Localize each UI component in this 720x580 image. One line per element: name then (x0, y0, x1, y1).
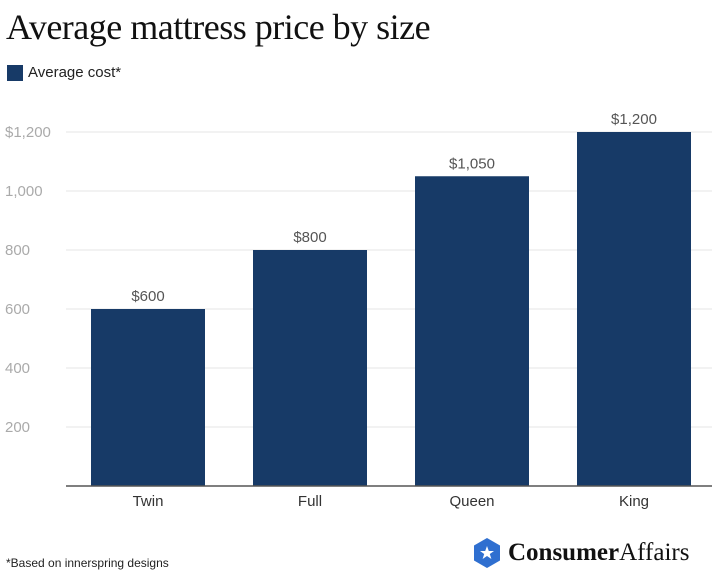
x-tick-label: King (619, 493, 649, 510)
data-label: $600 (131, 288, 164, 305)
y-tick-label: 800 (5, 242, 30, 259)
y-tick-label: 200 (5, 419, 30, 436)
bar-queen (415, 176, 529, 486)
bar-twin (91, 309, 205, 486)
logo-text: Affairs (619, 539, 690, 566)
footnote: *Based on innerspring designs (6, 556, 169, 570)
data-label: $800 (293, 229, 326, 246)
consumeraffairs-logo: ConsumerAffairs (472, 537, 689, 569)
x-tick-label: Queen (449, 493, 494, 510)
logo-text-bold: Consumer (508, 539, 620, 566)
y-tick-label: $1,200 (5, 124, 51, 141)
bar-full (253, 250, 367, 486)
x-tick-label: Twin (133, 493, 164, 510)
bar-chart: 200 400 600 800 1,000 $1,200 $600 Twin $800 Full $… (5, 111, 712, 510)
chart-title: Average mattress price by size (6, 7, 431, 47)
legend-swatch (7, 64, 23, 81)
bar-king (577, 132, 691, 486)
legend-label: Average cost* (28, 64, 122, 81)
x-tick-label: Full (298, 493, 322, 510)
y-tick-label: 1,000 (5, 183, 43, 200)
y-tick-label: 600 (5, 301, 30, 318)
legend: Average cost* (7, 64, 121, 81)
y-tick-label: 400 (5, 360, 30, 377)
star-hexagon-icon (474, 538, 500, 568)
data-label: $1,200 (611, 111, 657, 128)
data-label: $1,050 (449, 155, 495, 172)
